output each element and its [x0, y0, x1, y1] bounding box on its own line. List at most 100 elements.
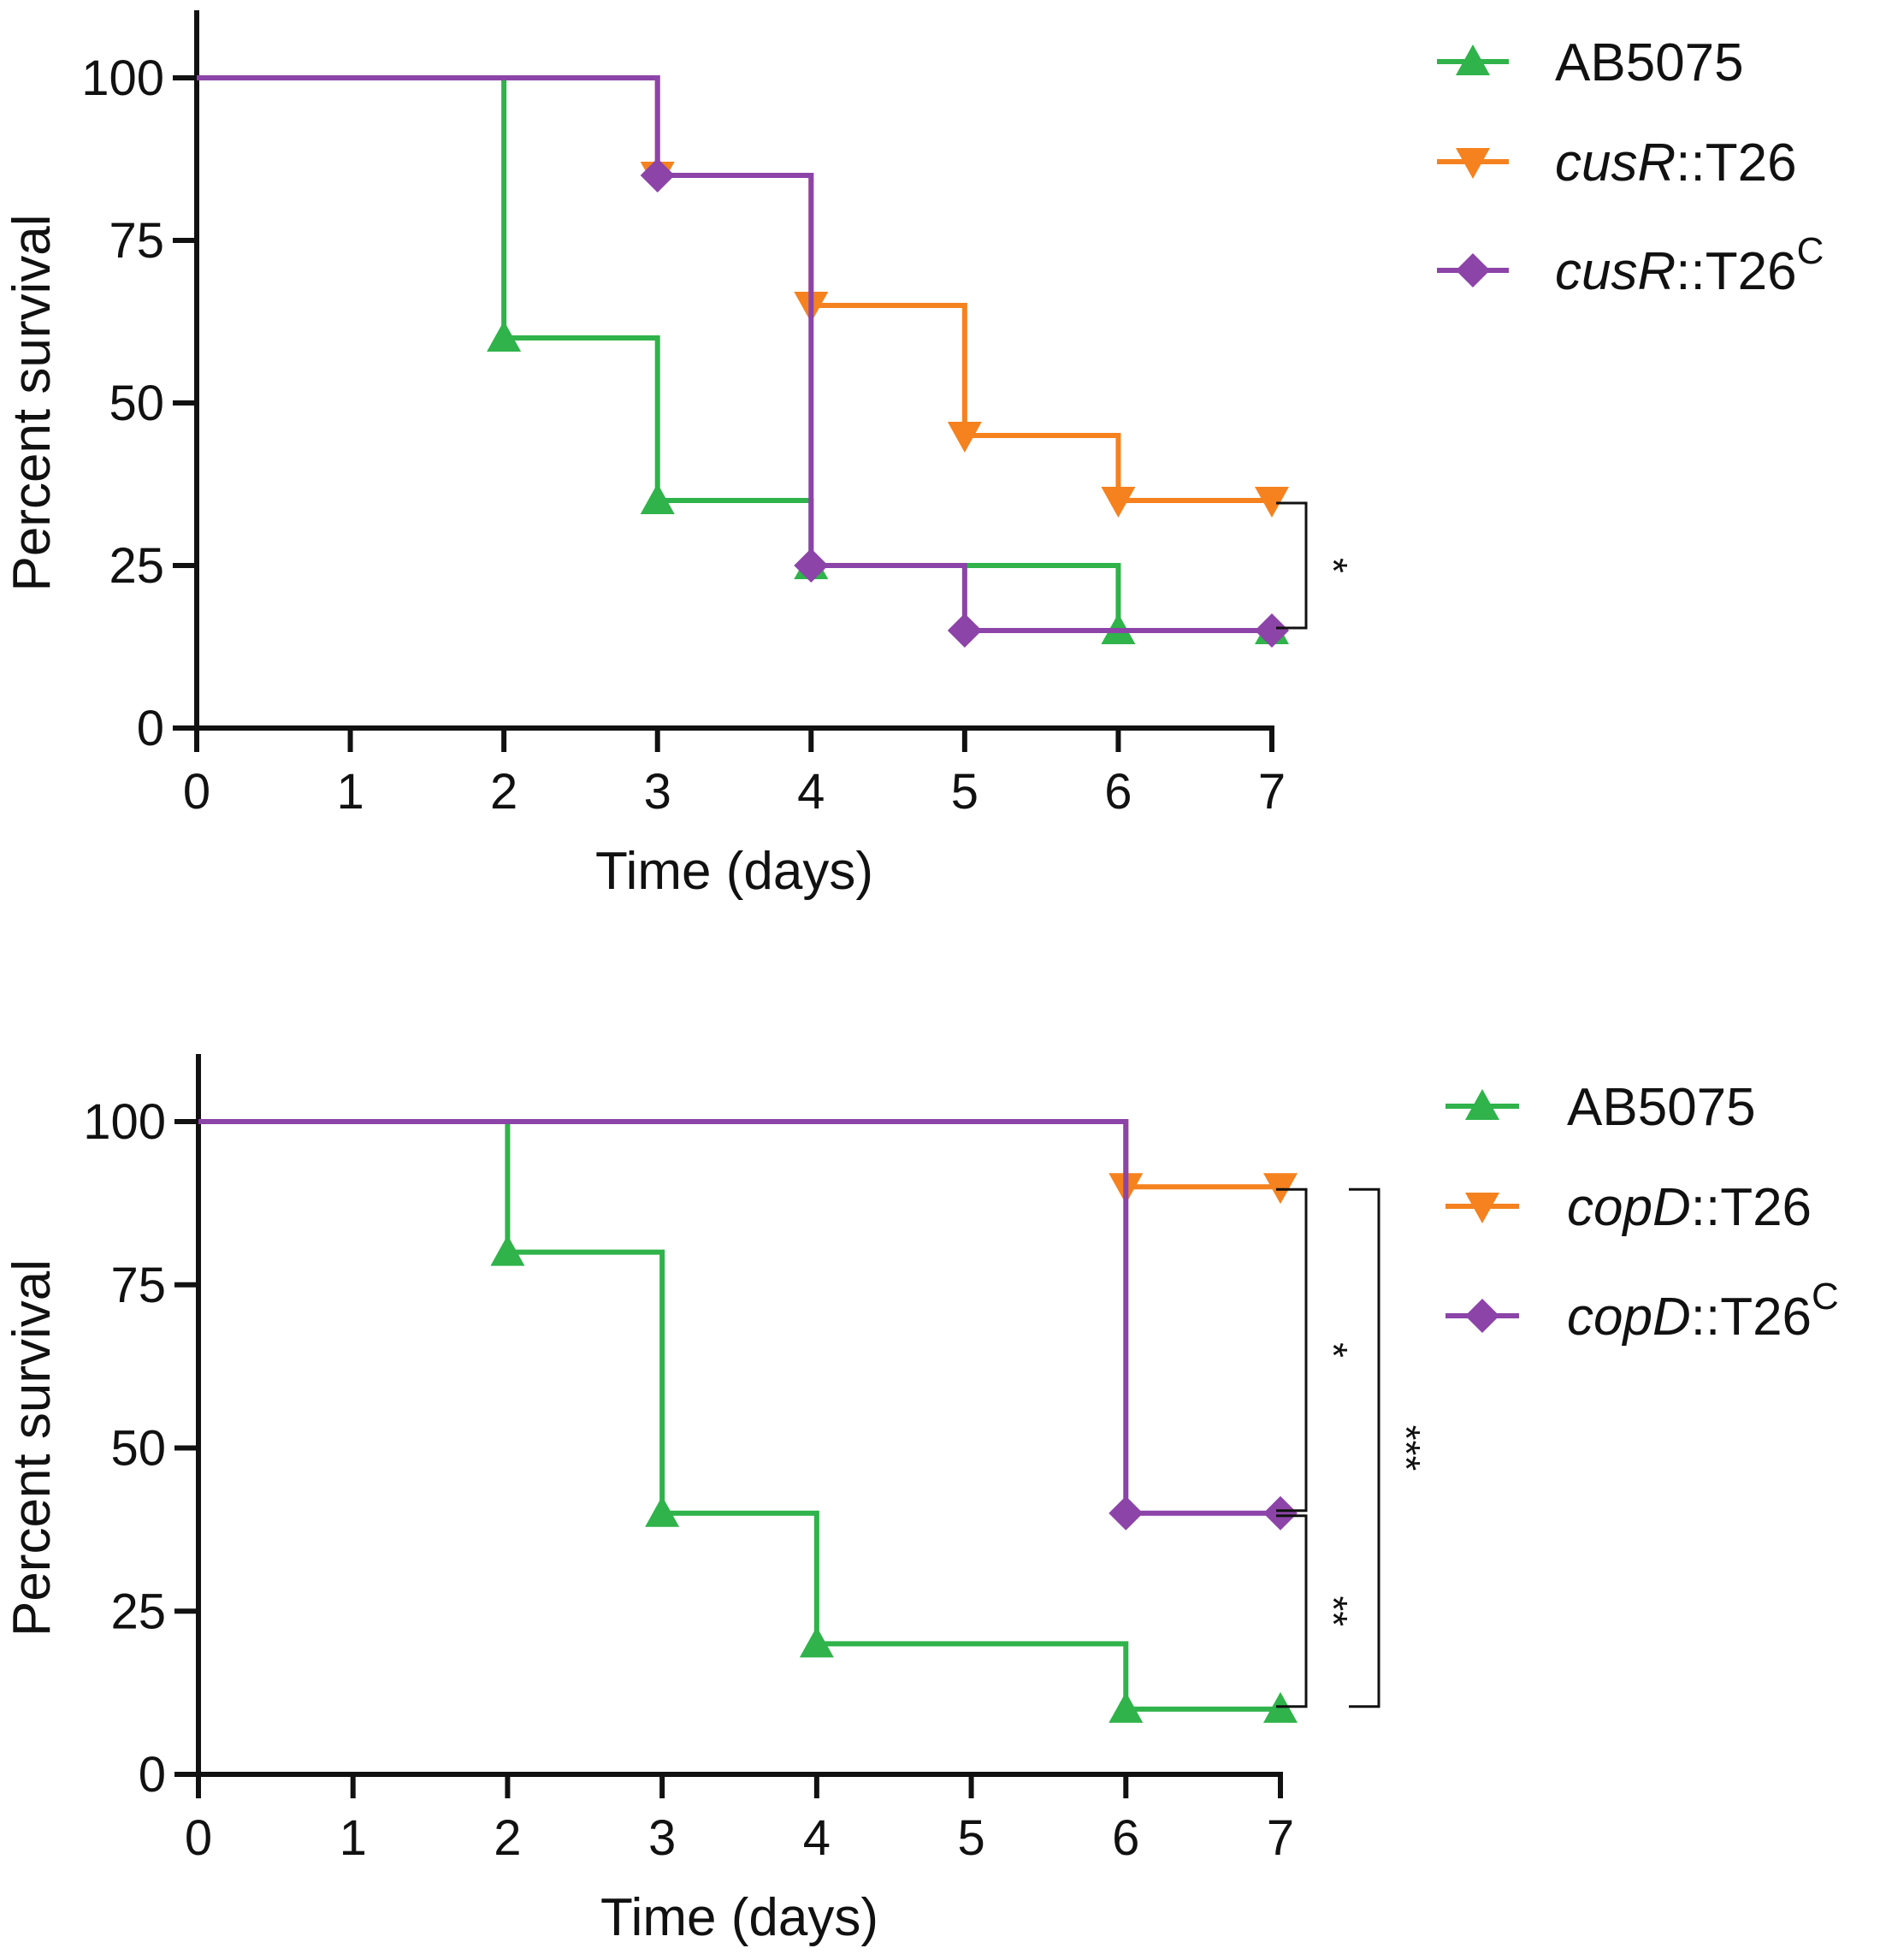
legend-label-text: AB5075	[1567, 1078, 1756, 1137]
series-line	[198, 1119, 1280, 1516]
y-tick-label: 50	[110, 1421, 166, 1477]
legend-label: cusR::T26C	[1555, 230, 1824, 301]
legend-label: copD::T26C	[1567, 1276, 1839, 1347]
legend-item: AB5075	[1445, 1078, 1756, 1137]
x-axis-title: Time (days)	[600, 1888, 878, 1947]
legend-marker	[1465, 1089, 1499, 1120]
bracket-line	[1276, 1514, 1308, 1708]
series-cusR::T26	[197, 75, 1289, 518]
legend-label-italic: copD	[1567, 1178, 1691, 1237]
legend-item: copD::T26	[1445, 1178, 1812, 1237]
legend-label-italic: copD	[1567, 1288, 1691, 1347]
x-tick-label: 6	[1104, 764, 1132, 820]
significance-label: *	[1311, 1342, 1356, 1358]
significance-bracket: *	[1276, 501, 1356, 630]
significance-label: ***	[1384, 1425, 1428, 1471]
data-point	[1108, 1495, 1144, 1531]
panel-bottom-copD: 0 25 50 75 100 0 1 2 3 4 5 6 7 Time (days) Percent sur…	[3, 1054, 1839, 1947]
x-tick-label: 5	[951, 764, 978, 820]
y-tick-label: 0	[139, 1747, 166, 1803]
panel-top-cusR: 0 25 50 75 100 0 1 2 3 4 5 6 7 Time (days) Percent sur…	[3, 10, 1824, 901]
y-tick-label: 75	[110, 1258, 166, 1313]
y-tick-label: 75	[109, 213, 164, 269]
x-tick-label: 1	[340, 1810, 367, 1866]
y-axis-title: Percent survival	[3, 1259, 62, 1637]
legend-label: AB5075	[1555, 33, 1744, 92]
x-tick-label: 0	[185, 1810, 212, 1866]
significance-bracket: ***	[1349, 1187, 1428, 1708]
data-point	[640, 158, 675, 192]
bracket-line	[1276, 501, 1308, 630]
series-copD::T26	[198, 1119, 1298, 1205]
x-tick-label: 5	[957, 1810, 984, 1866]
x-axis-title: Time (days)	[595, 842, 873, 901]
data-point	[1101, 487, 1136, 518]
legend-label-italic: cusR	[1555, 242, 1676, 301]
legend-item: cusR::T26	[1437, 133, 1797, 192]
x-tick-label: 4	[797, 764, 825, 820]
legend-label-text: ::T26	[1691, 1288, 1812, 1347]
data-point	[947, 613, 982, 648]
data-point	[640, 483, 675, 514]
series-line	[197, 75, 1272, 503]
legend-label-italic: cusR	[1555, 133, 1676, 192]
x-tick-label: 6	[1112, 1810, 1139, 1866]
x-tick-label: 2	[494, 1810, 521, 1866]
series-line	[197, 75, 1272, 633]
legend-item: cusR::T26C	[1437, 230, 1824, 301]
legend-item: AB5075	[1437, 33, 1744, 92]
significance-label: **	[1311, 1596, 1356, 1626]
bracket-line	[1349, 1187, 1380, 1708]
data-point	[794, 548, 829, 583]
legend-marker	[1465, 1299, 1499, 1333]
legend-label-text: ::T26	[1676, 242, 1796, 301]
legend-marker	[1456, 44, 1490, 75]
series-line	[198, 1119, 1280, 1712]
y-tick-label: 0	[137, 701, 164, 756]
y-tick-label: 50	[109, 376, 164, 431]
series-AB5075	[198, 1119, 1298, 1723]
significance-bracket: *	[1276, 1187, 1356, 1513]
data-point	[1108, 1691, 1144, 1723]
x-tick-label: 2	[490, 764, 517, 820]
legend-item: copD::T26C	[1445, 1276, 1839, 1347]
legend-label-text: AB5075	[1555, 33, 1744, 92]
x-tick-label: 7	[1267, 1810, 1294, 1866]
data-point	[645, 1495, 680, 1527]
data-point	[947, 422, 982, 453]
bracket-line	[1276, 1187, 1308, 1513]
series-AB5075	[197, 75, 1289, 644]
legend-label: AB5075	[1567, 1078, 1756, 1137]
legend-label-superscript: C	[1812, 1276, 1839, 1318]
legend-label-text: ::T26	[1676, 133, 1796, 192]
significance-label: *	[1311, 558, 1356, 573]
y-tick-label: 100	[81, 50, 164, 106]
data-point	[799, 1626, 834, 1658]
x-tick-label: 3	[648, 1810, 676, 1866]
significance-bracket: **	[1276, 1514, 1356, 1708]
legend-label: copD::T26	[1567, 1178, 1812, 1237]
y-tick-label: 100	[83, 1094, 166, 1150]
legend-marker	[1465, 1193, 1499, 1223]
series-cusR::T26C	[197, 75, 1289, 648]
legend-label-superscript: C	[1797, 230, 1824, 272]
x-tick-label: 0	[183, 764, 210, 820]
series-copD::T26C	[198, 1119, 1298, 1531]
data-point	[487, 321, 522, 352]
y-tick-label: 25	[110, 1584, 166, 1639]
x-tick-label: 4	[803, 1810, 831, 1866]
legend-label: cusR::T26	[1555, 133, 1797, 192]
legend-marker	[1456, 253, 1490, 287]
data-point	[1255, 487, 1289, 518]
y-axis-title: Percent survival	[3, 214, 62, 591]
x-tick-label: 1	[336, 764, 364, 820]
data-point	[1263, 1495, 1298, 1531]
y-tick-label: 25	[109, 538, 164, 594]
legend-label-text: ::T26	[1691, 1178, 1812, 1237]
x-tick-label: 3	[644, 764, 671, 820]
data-point	[1255, 613, 1289, 648]
series-line	[197, 75, 1272, 633]
x-tick-label: 7	[1258, 764, 1286, 820]
legend-marker	[1456, 148, 1490, 179]
